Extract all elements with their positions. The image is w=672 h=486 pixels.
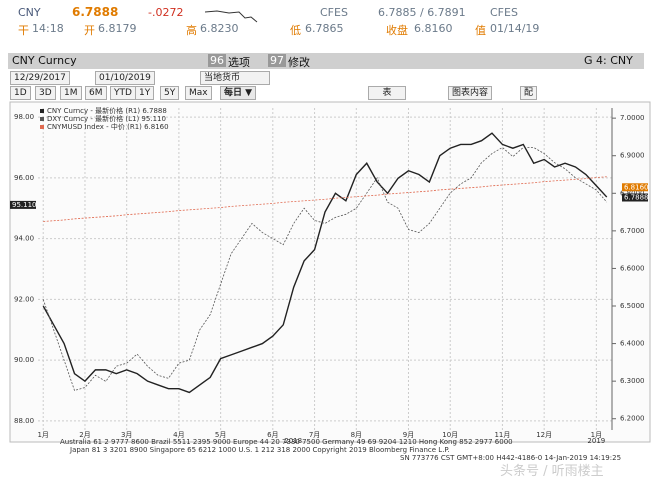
x-tick-label: 7月: [309, 431, 320, 439]
end-date[interactable]: 01/10/2019: [95, 71, 155, 85]
start-date[interactable]: 12/29/2017: [10, 71, 70, 85]
table[interactable]: 表: [368, 86, 406, 100]
y-tick-label: 94.00: [14, 235, 34, 243]
x-tick-label: 10月: [442, 431, 458, 439]
label: 开: [84, 24, 95, 37]
chart-content[interactable]: 图表内容: [448, 86, 493, 100]
value-badge: [622, 183, 648, 192]
x-tick-label: 1月: [591, 431, 602, 439]
open: 6.8179: [98, 22, 137, 35]
source: CFES: [320, 6, 348, 19]
legend-swatch: [40, 125, 44, 129]
y-tick-label: 88.00: [14, 417, 34, 425]
ticker: CNY: [18, 6, 41, 19]
y2-tick-label: 6.7000: [620, 227, 645, 235]
low: 6.7865: [305, 22, 344, 35]
x-tick-label: 9月: [403, 431, 414, 439]
y-tick-label: 96.00: [14, 174, 34, 182]
last-price: 6.7888: [72, 5, 119, 19]
y2-tick-label: 6.8000: [620, 189, 645, 197]
menu[interactable]: 选项: [228, 56, 250, 69]
x-tick-label: 3月: [121, 431, 132, 439]
value-badge: [622, 193, 648, 202]
value-badge-label: 6.7888: [624, 193, 649, 201]
value-badge-label: 6.8160: [624, 183, 649, 191]
value-badge-label: 95.110: [12, 201, 37, 209]
range-button[interactable]: 1Y: [135, 86, 155, 100]
key[interactable]: 97: [268, 54, 286, 67]
range-button[interactable]: 6M: [85, 86, 107, 100]
y-tick-label: 98.00: [14, 113, 34, 121]
date: 01/14/19: [490, 22, 540, 35]
legend-entry: CNY Curncy - 最新价格 (R1) 6.7888: [47, 106, 167, 115]
bid-ask: 6.7885 / 6.7891: [378, 6, 466, 19]
range-button[interactable]: 1M: [60, 86, 82, 100]
y-tick-label: 90.00: [14, 356, 34, 364]
legend-entry: DXY Curncy - 最新价格 (L1) 95.110: [47, 114, 166, 123]
page-id: G 4: CNY: [584, 54, 633, 67]
label: 干: [18, 24, 29, 37]
settings[interactable]: 配: [520, 86, 538, 100]
y2-tick-label: 6.4000: [620, 340, 645, 348]
security: CNY Curncy: [12, 54, 77, 67]
y2-tick-label: 6.6000: [620, 264, 645, 272]
close: 6.8160: [414, 22, 453, 35]
label: 高: [186, 24, 197, 37]
range-button[interactable]: 3D: [35, 86, 56, 100]
label: 值: [475, 24, 486, 37]
currency[interactable]: 当地货币: [200, 71, 270, 85]
label: 低: [290, 24, 301, 37]
chart-frame: [9, 101, 651, 443]
x-tick-label: 2月: [79, 431, 90, 439]
y2-tick-label: 6.3000: [620, 377, 645, 385]
year-label: 2018: [284, 437, 302, 445]
y2-tick-label: 6.9000: [620, 152, 645, 160]
year-label: 2019: [587, 437, 605, 445]
x-tick-label: 6月: [267, 431, 278, 439]
label: 收盘: [386, 24, 408, 37]
range-button[interactable]: YTD: [110, 86, 136, 100]
time: 14:18: [32, 22, 64, 35]
y2-tick-label: 6.2000: [620, 415, 645, 423]
x-tick-label: 11月: [494, 431, 510, 439]
range-button[interactable]: Max: [185, 86, 212, 100]
x-tick-label: 12月: [536, 431, 552, 439]
value-badge: [10, 200, 36, 209]
footer: Australia 61 2 9777 8600 Brazil 5511 239…: [60, 438, 513, 446]
menu[interactable]: 修改: [288, 56, 310, 69]
footer: SN 773776 CST GMT+8:00 H442-4186-0 14-Ja…: [400, 454, 622, 462]
footer: Japan 81 3 3201 8900 Singapore 65 6212 1…: [70, 446, 450, 454]
y2-tick-label: 6.5000: [620, 302, 645, 310]
period[interactable]: 每日 ▼: [220, 86, 257, 100]
security-bar: [8, 53, 644, 69]
key[interactable]: 96: [208, 54, 226, 67]
y-tick-label: 92.00: [14, 295, 34, 303]
source: CFES: [490, 6, 518, 19]
legend-swatch: [40, 117, 44, 121]
y2-tick-label: 7.0000: [620, 114, 645, 122]
x-tick-label: 8月: [351, 431, 362, 439]
range-button[interactable]: 1D: [10, 86, 31, 100]
legend-swatch: [40, 109, 44, 113]
legend-entry: CNYMUSD Index - 中价 (R1) 6.8160: [47, 122, 169, 131]
range-button[interactable]: 5Y: [160, 86, 180, 100]
change: -.0272: [148, 6, 184, 19]
high: 6.8230: [200, 22, 239, 35]
sparkline: [205, 10, 258, 23]
x-tick-label: 4月: [173, 431, 184, 439]
watermark: 头条号 / 听雨楼主: [500, 464, 604, 479]
x-tick-label: 5月: [215, 431, 226, 439]
x-tick-label: 1月: [37, 431, 48, 439]
series-line: [42, 132, 608, 394]
